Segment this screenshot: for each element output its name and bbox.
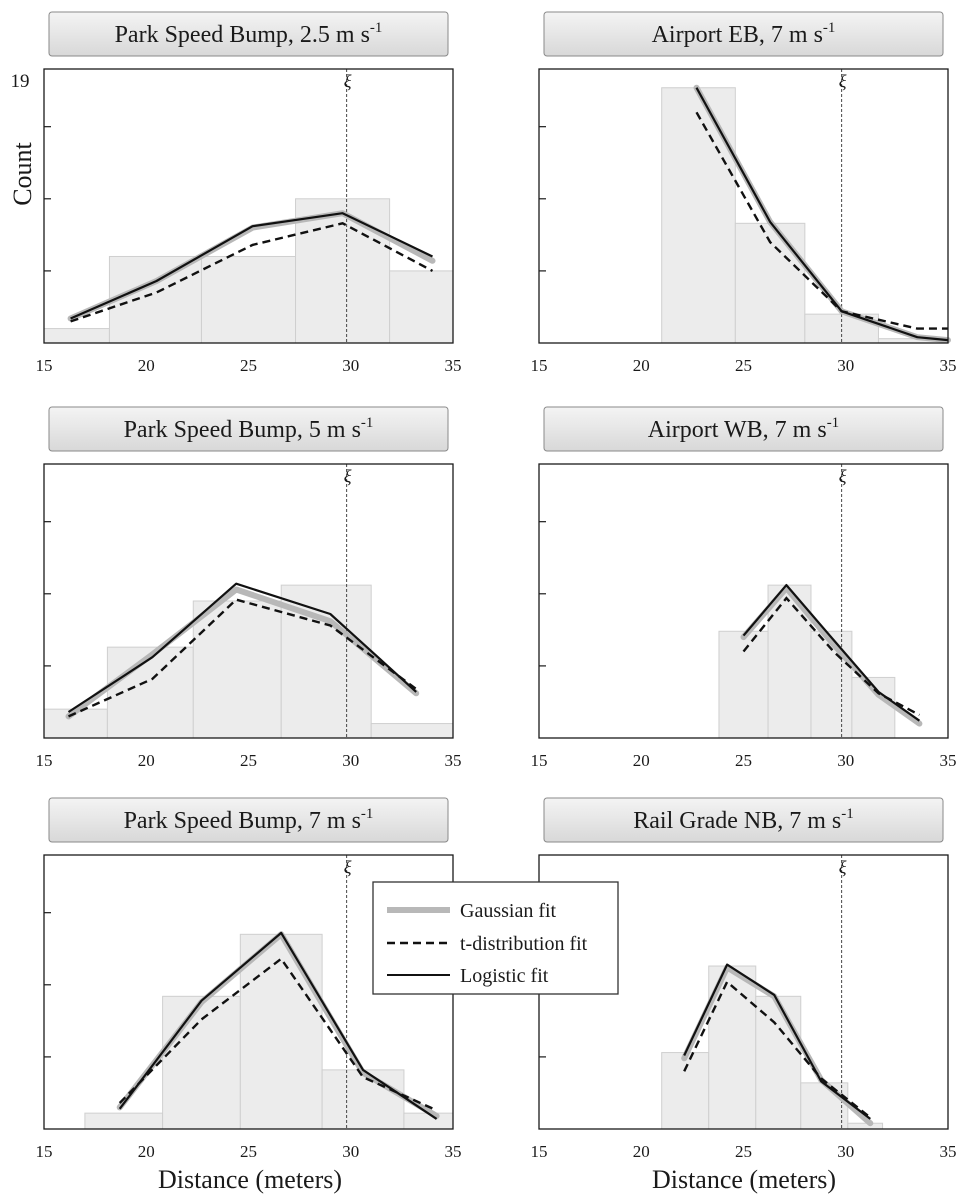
panel-title: Airport WB, 7 m s-1 [648, 415, 839, 443]
histogram-bar [162, 995, 241, 1130]
x-tick-label: 20 [138, 1142, 155, 1161]
x-tick-label: 25 [735, 751, 752, 770]
legend-label-logistic: Logistic fit [460, 965, 549, 987]
plot-frame [43, 463, 454, 739]
x-tick-label: 30 [837, 751, 854, 770]
panel-title-box [543, 406, 944, 452]
xi-label: ξ [839, 857, 847, 877]
panel-title: Park Speed Bump, 5 m s-1 [124, 415, 374, 443]
x-tick-label: 25 [735, 356, 752, 375]
histogram-bar [847, 1122, 884, 1130]
y-axis-max-tick: 19 [11, 71, 30, 92]
chart-panel-0: Park Speed Bump, 2.5 m s-1 ξ 15 20 25 30 35 [36, 11, 462, 375]
panel-title-box [48, 797, 449, 843]
x-tick-label: 35 [940, 356, 957, 375]
x-tick-label: 35 [445, 1142, 462, 1161]
panel-title-box [48, 11, 449, 57]
fit-line-t-distribution-fit [68, 598, 417, 718]
histogram-bar [370, 723, 454, 739]
x-tick-label: 30 [342, 1142, 359, 1161]
panel-title: Park Speed Bump, 7 m s-1 [124, 806, 374, 834]
x-tick-label: 15 [36, 1142, 53, 1161]
fit-line-t-distribution-fit [742, 596, 920, 716]
fit-line-logistic-fit [70, 212, 433, 320]
x-tick-label: 20 [633, 1142, 650, 1161]
plot-frame [43, 68, 454, 344]
histogram-bar [108, 255, 202, 344]
xi-label: ξ [839, 466, 847, 486]
x-tick-label: 25 [240, 1142, 257, 1161]
histogram-bar [84, 1112, 164, 1130]
x-tick-label: 35 [940, 751, 957, 770]
chart-panel-3: Airport WB, 7 m s-1 ξ 15 20 25 30 35 [531, 406, 957, 770]
x-tick-label: 20 [138, 751, 155, 770]
x-tick-label: 20 [138, 356, 155, 375]
histogram-bar [192, 600, 282, 739]
plot-frame [538, 68, 949, 344]
histogram-bar [43, 328, 110, 344]
xi-label: ξ [344, 71, 352, 91]
legend-label-t: t-distribution fit [460, 933, 588, 955]
panel-title-box [48, 406, 449, 452]
chart-panel-5: Rail Grade NB, 7 m s-1 ξ 15 20 25 30 35 [531, 797, 957, 1161]
fit-line-t-distribution-fit [683, 979, 872, 1119]
x-tick-label: 25 [240, 356, 257, 375]
legend-label-gaussian: Gaussian fit [460, 900, 557, 922]
x-tick-label: 25 [735, 1142, 752, 1161]
fit-line-logistic-fit [67, 582, 417, 713]
fit-line-gaussian-fit [740, 585, 923, 727]
panel-title: Airport EB, 7 m s-1 [652, 20, 836, 48]
x-tick-label: 30 [342, 751, 359, 770]
panel-title: Park Speed Bump, 2.5 m s-1 [115, 20, 383, 48]
fit-line-logistic-fit [695, 87, 949, 342]
xi-label: ξ [344, 466, 352, 486]
x-axis-label-right: Distance (meters) [652, 1165, 836, 1194]
x-tick-label: 30 [837, 1142, 854, 1161]
fit-line-logistic-fit [683, 963, 871, 1120]
xi-label: ξ [344, 857, 352, 877]
x-tick-label: 30 [342, 356, 359, 375]
plot-frame [538, 463, 949, 739]
x-tick-label: 15 [531, 356, 548, 375]
x-tick-label: 15 [531, 751, 548, 770]
x-tick-label: 20 [633, 356, 650, 375]
x-tick-label: 15 [36, 751, 53, 770]
y-axis-label: Count [8, 141, 37, 205]
histogram-bar [200, 255, 297, 344]
x-tick-label: 25 [240, 751, 257, 770]
histogram-bar [389, 270, 454, 344]
panel-title: Rail Grade NB, 7 m s-1 [633, 806, 853, 834]
fit-line-logistic-fit [118, 931, 438, 1120]
histogram-bar [810, 630, 853, 739]
x-tick-label: 20 [633, 751, 650, 770]
fit-line-logistic-fit [742, 583, 921, 722]
x-tick-label: 15 [531, 1142, 548, 1161]
x-tick-label: 15 [36, 356, 53, 375]
xi-label: ξ [839, 71, 847, 91]
panel-title-box [543, 797, 944, 843]
x-tick-label: 35 [445, 356, 462, 375]
histogram-bar [661, 1052, 710, 1130]
histogram-bar [718, 630, 769, 739]
histogram-bar [403, 1112, 454, 1130]
panel-title-box [543, 11, 944, 57]
x-tick-label: 35 [445, 751, 462, 770]
x-axis-label-left: Distance (meters) [158, 1165, 342, 1194]
x-tick-label: 30 [837, 356, 854, 375]
legend: Gaussian fit t-distribution fit Logistic… [372, 881, 619, 995]
histogram-bar [755, 995, 802, 1130]
histogram-bar [321, 1069, 405, 1130]
histogram-bar [800, 1082, 849, 1130]
histogram-bar [661, 87, 736, 344]
x-tick-label: 35 [940, 1142, 957, 1161]
chart-panel-2: Park Speed Bump, 5 m s-1 ξ 15 20 25 30 35 [36, 406, 462, 770]
fit-line-t-distribution-fit [70, 222, 434, 323]
chart-panel-1: Airport EB, 7 m s-1 ξ 15 20 25 30 35 [531, 11, 957, 375]
histogram-bar [239, 933, 323, 1130]
